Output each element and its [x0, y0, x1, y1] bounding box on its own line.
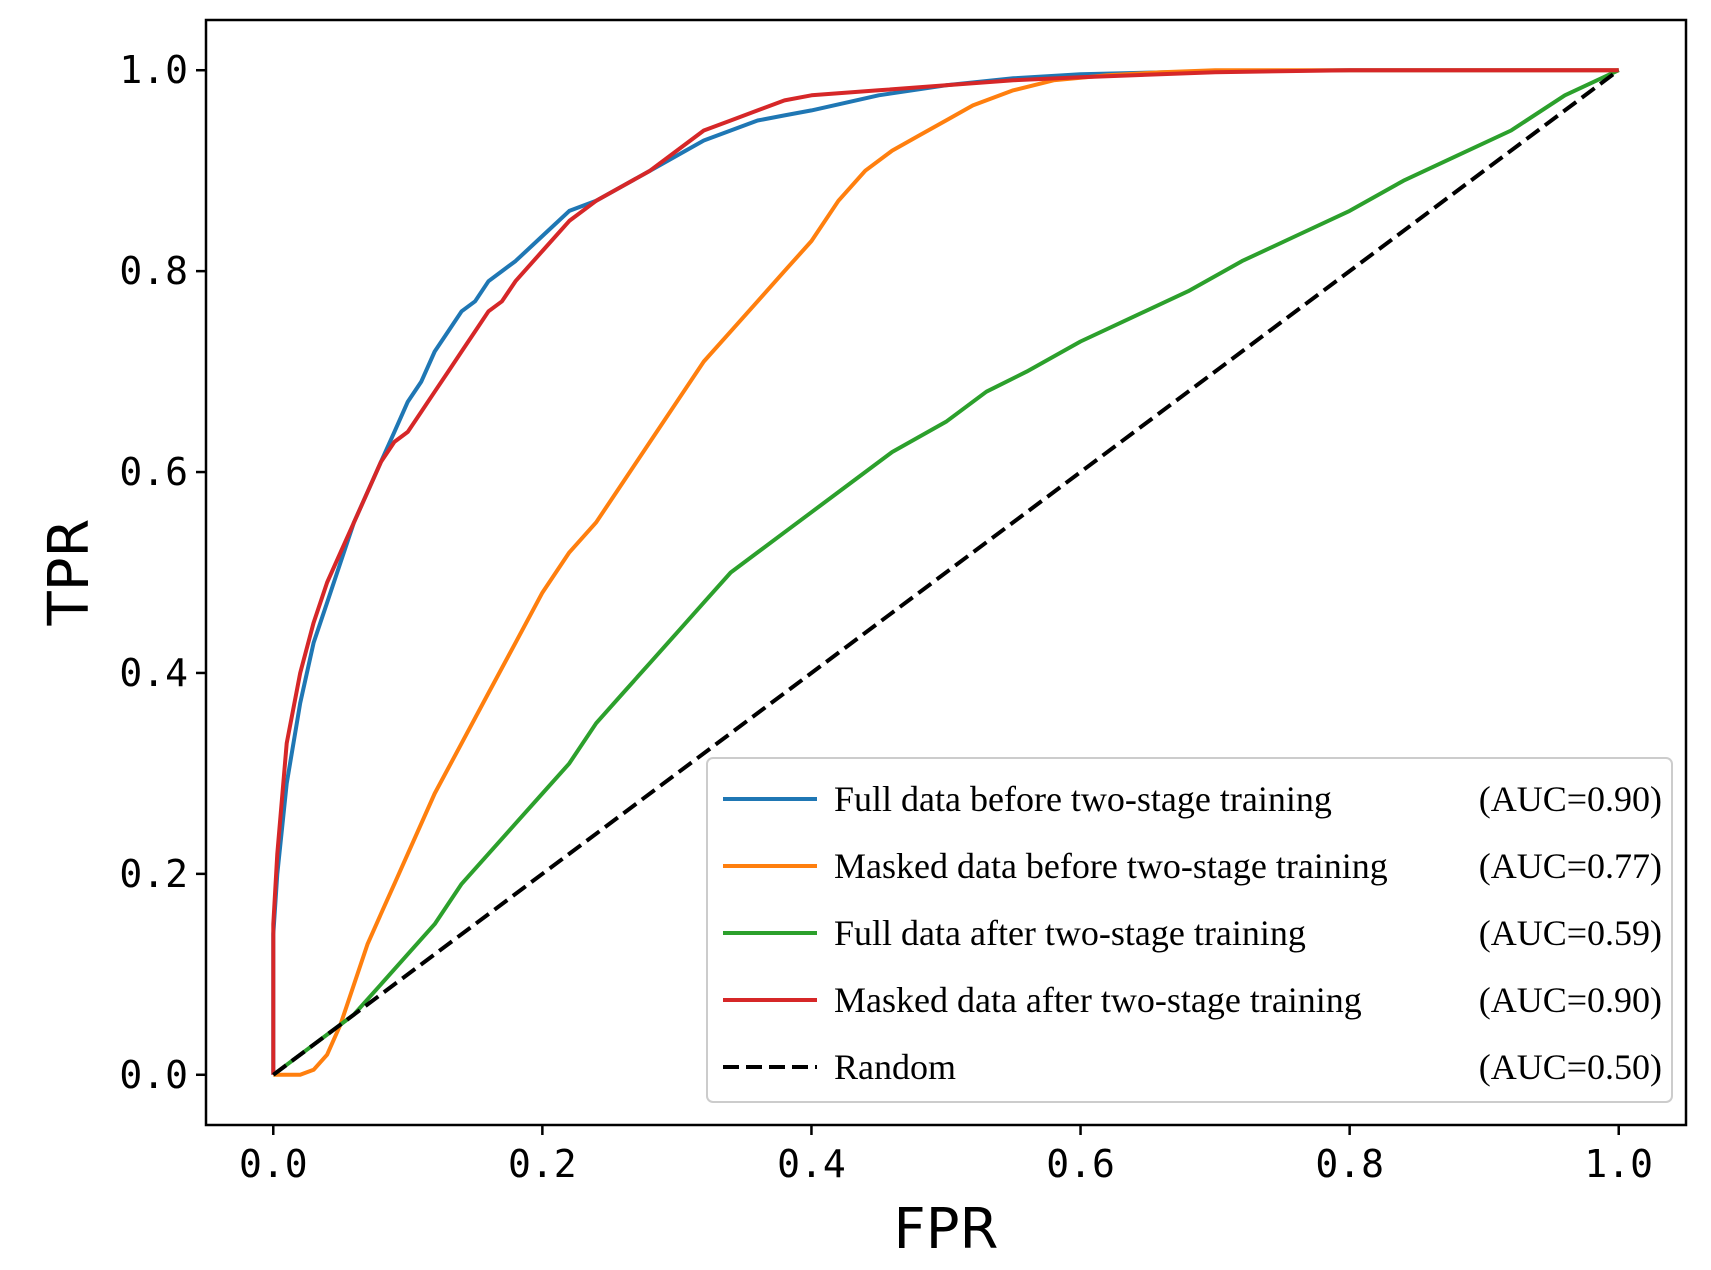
x-tick-label: 0.2 [508, 1142, 577, 1186]
x-axis-label: FPR [894, 1197, 999, 1262]
legend-auc: (AUC=0.50) [1479, 1047, 1662, 1087]
y-tick-label: 0.8 [119, 249, 188, 293]
series-line-0 [271, 68, 1619, 1075]
series-line-3 [271, 68, 1619, 1075]
x-tick-label: 0.4 [777, 1142, 846, 1186]
legend-label: Full data after two-stage training [834, 913, 1306, 953]
series-line-1 [273, 68, 1619, 1077]
y-tick-label: 0.0 [119, 1053, 188, 1097]
series-line-4 [272, 68, 1620, 1077]
legend-label: Full data before two-stage training [834, 779, 1332, 819]
y-tick-label: 1.0 [119, 48, 188, 92]
legend-auc: (AUC=0.90) [1479, 980, 1662, 1020]
ticks-layer: 0.0 0.2 0.4 0.6 0.8 1.0 0.0 0.2 0.4 0.6 0.8 1.0 [119, 48, 1653, 1186]
legend-label: Random [834, 1047, 956, 1087]
legend-label: Masked data before two-stage training [834, 846, 1388, 886]
x-tick-label: 0.6 [1046, 1142, 1115, 1186]
y-tick-label: 0.4 [119, 651, 188, 695]
y-tick-label: 0.6 [119, 450, 188, 494]
plot-frame [204, 18, 1688, 1127]
x-tick-label: 1.0 [1584, 1142, 1653, 1186]
legend-frame [706, 757, 1673, 1103]
series-line-2 [272, 68, 1620, 1077]
legend-label: Masked data after two-stage training [834, 980, 1362, 1020]
legend-auc: (AUC=0.77) [1479, 846, 1662, 886]
series-layer [271, 68, 1620, 1077]
y-axis-label: TPR [37, 519, 102, 627]
x-tick-label: 0.8 [1315, 1142, 1384, 1186]
legend: Full data before two-stage training (AUC=… [706, 757, 1673, 1103]
legend-auc: (AUC=0.90) [1479, 779, 1662, 819]
x-tick-label: 0.0 [239, 1142, 308, 1186]
y-tick-label: 0.2 [119, 852, 188, 896]
legend-auc: (AUC=0.59) [1479, 913, 1662, 953]
